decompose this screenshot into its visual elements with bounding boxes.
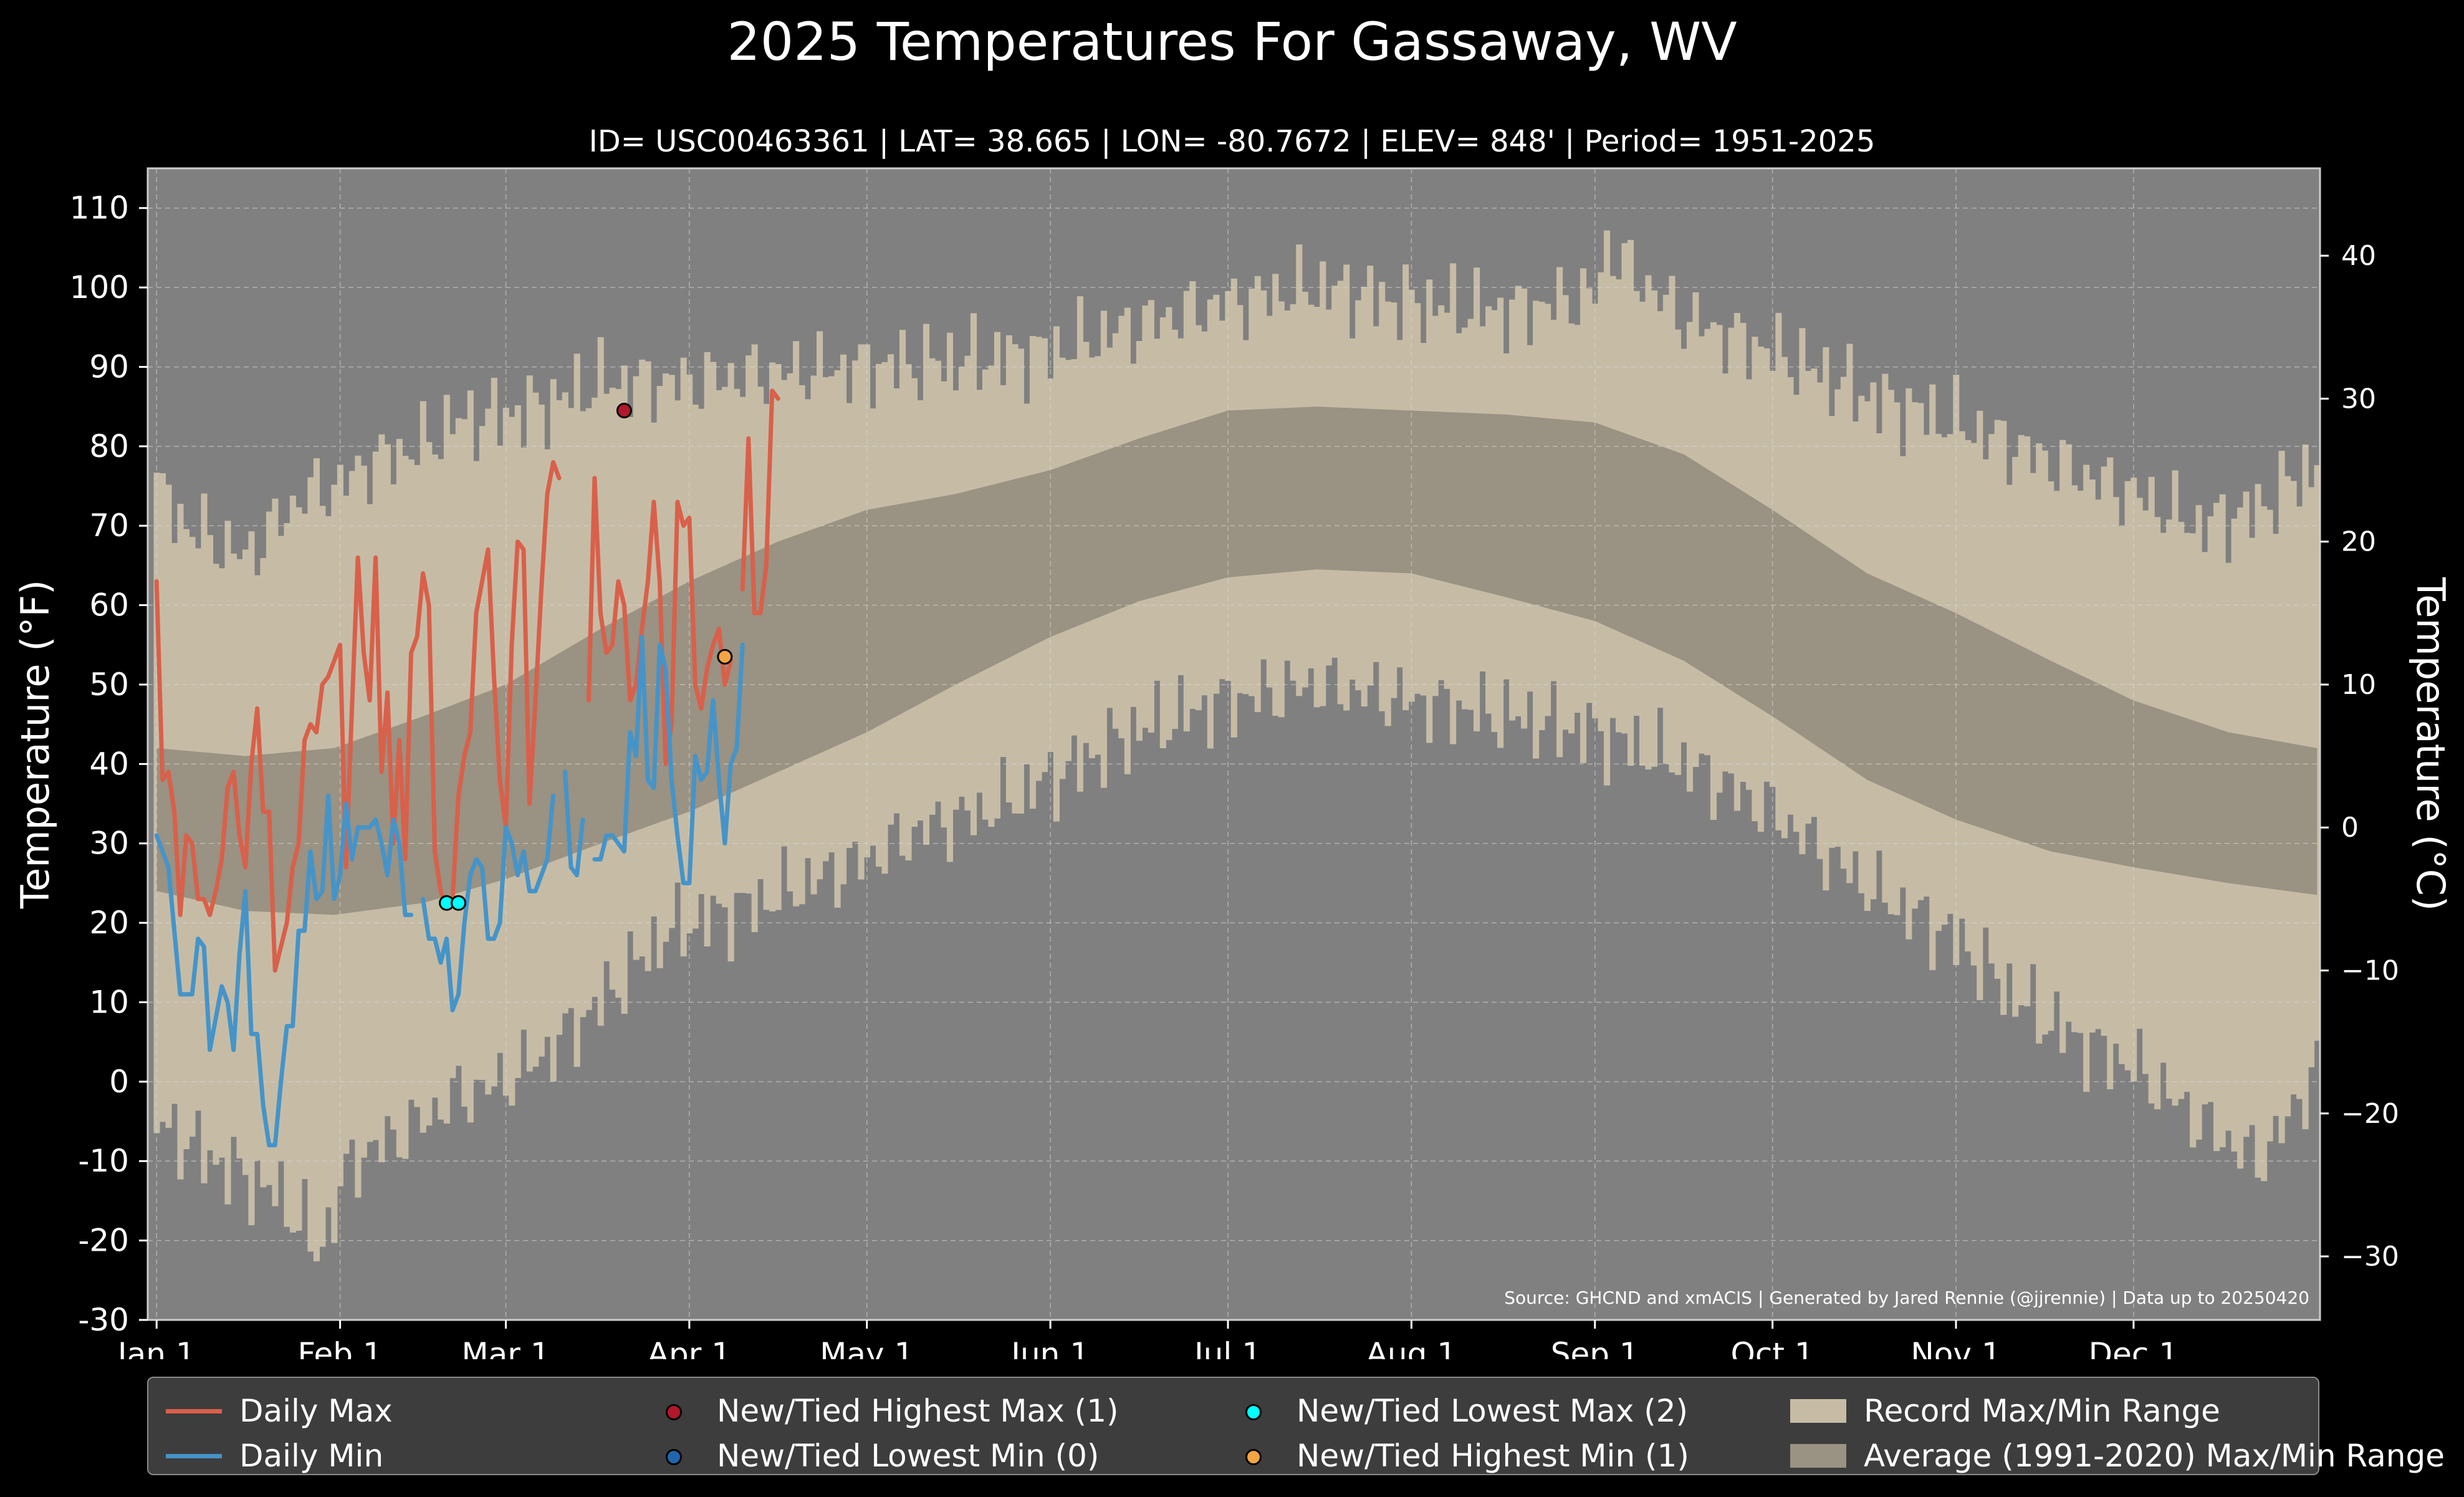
x-tick-label: Jul 1: [1192, 1336, 1262, 1359]
x-tick-label: May 1: [820, 1336, 914, 1359]
y-tick-label-left: 70: [89, 508, 129, 544]
y-tick-label-left: 0: [109, 1064, 129, 1100]
legend-label: Daily Min: [239, 1438, 384, 1474]
y-tick-label-left: -20: [78, 1223, 129, 1259]
legend-swatch-patch: [1790, 1399, 1846, 1423]
legend-label: Average (1991-2020) Max/Min Range: [1864, 1438, 2445, 1474]
legend-swatch: [635, 1389, 703, 1433]
y-tick-label-left: -30: [78, 1302, 129, 1338]
y-tick-label-right: 0: [2341, 812, 2359, 844]
chart-subtitle: ID= USC00463361 | LAT= 38.665 | LON= -80…: [588, 124, 1876, 159]
legend-swatch: [157, 1434, 226, 1478]
legend-swatch: [1781, 1389, 1850, 1433]
y-tick-label-right: 30: [2341, 383, 2376, 415]
y-tick-label-left: 60: [89, 587, 129, 623]
legend-item: New/Tied Highest Min (1): [1214, 1434, 1689, 1478]
y-tick-label-right: −20: [2341, 1098, 2399, 1130]
x-tick-label: Jan 1: [116, 1336, 196, 1359]
x-tick-label: Apr 1: [648, 1336, 731, 1359]
legend-item: Record Max/Min Range: [1781, 1389, 2220, 1433]
x-tick-label: Sep 1: [1551, 1336, 1639, 1359]
legend-swatch-dot: [1245, 1449, 1262, 1465]
legend-label: New/Tied Highest Min (1): [1297, 1438, 1689, 1474]
legend-swatch: [635, 1434, 703, 1478]
legend-label: Record Max/Min Range: [1864, 1393, 2220, 1429]
record-range-bar: [2314, 465, 2321, 1041]
y-tick-label-right: −10: [2341, 955, 2399, 987]
legend-label: New/Tied Highest Max (1): [717, 1393, 1119, 1429]
legend-label: Daily Max: [239, 1393, 393, 1429]
source-note: Source: GHCND and xmACIS | Generated by …: [1504, 1288, 2309, 1308]
y-tick-label-right: −30: [2341, 1241, 2399, 1273]
legend-swatch-dot: [1245, 1404, 1262, 1420]
y-tick-label-left: 30: [89, 826, 129, 862]
y-tick-label-right: 10: [2341, 669, 2376, 701]
legend-swatch-line: [166, 1409, 222, 1413]
y-tick-label-left: 20: [89, 905, 129, 941]
average-range-band-shape: [156, 407, 2318, 915]
y-tick-label-right: 20: [2341, 526, 2376, 558]
record-marker: [451, 895, 467, 911]
plot-frame: [146, 167, 2321, 1321]
x-tick-label: Feb 1: [298, 1336, 383, 1359]
x-tick-label: Nov 1: [1910, 1336, 2001, 1359]
y-axis-label-left: Temperature (°F): [12, 580, 58, 909]
y-tick-label-left: 50: [89, 667, 129, 703]
x-tick-label: Mar 1: [461, 1336, 550, 1359]
record-markers: [439, 403, 733, 911]
legend-item: New/Tied Lowest Max (2): [1214, 1389, 1688, 1433]
y-tick-label-left: 10: [89, 984, 129, 1020]
y-tick-label-left: 80: [89, 428, 129, 465]
legend-swatch: [157, 1389, 226, 1433]
legend-item: Daily Max: [157, 1389, 393, 1433]
y-tick-label-left: 40: [89, 746, 129, 782]
y-tick-label-left: -10: [78, 1143, 129, 1179]
legend-item: Average (1991-2020) Max/Min Range: [1781, 1434, 2445, 1478]
legend-item: Daily Min: [157, 1434, 383, 1478]
x-tick-label: Aug 1: [1366, 1336, 1457, 1359]
legend-swatch: [1214, 1389, 1283, 1433]
legend-label: New/Tied Lowest Max (2): [1297, 1393, 1689, 1429]
daily-max-line: [154, 388, 780, 973]
x-tick-label: Jun 1: [1009, 1336, 1090, 1359]
chart-title: 2025 Temperatures For Gassaway, WV: [727, 11, 1737, 72]
legend-swatch-patch: [1790, 1444, 1846, 1468]
temperature-chart: 1101009080706050403020100-10-20-30403020…: [12, 167, 2453, 1359]
y-tick-label-left: 90: [89, 349, 129, 385]
y-tick-label-right: 40: [2341, 240, 2376, 272]
legend: Daily Max Daily Min New/Tied Highest Max (…: [147, 1377, 2445, 1478]
y-axis-label-right: Temperature (°C): [2408, 577, 2453, 911]
axes: 1101009080706050403020100-10-20-30403020…: [12, 190, 2453, 1359]
record-marker: [616, 403, 632, 419]
legend-swatch-dot: [666, 1449, 682, 1465]
daily-series: [154, 388, 780, 1148]
x-tick-label: Oct 1: [1731, 1336, 1814, 1359]
record-marker: [717, 648, 733, 665]
y-tick-label-left: 110: [70, 190, 129, 226]
legend-swatch-dot: [666, 1404, 682, 1420]
legend-label: New/Tied Lowest Min (0): [717, 1438, 1100, 1474]
average-range-band: [156, 407, 2318, 915]
legend-swatch: [1781, 1434, 1850, 1478]
legend-item: New/Tied Lowest Min (0): [635, 1434, 1099, 1478]
legend-item: New/Tied Highest Max (1): [635, 1389, 1119, 1433]
legend-swatch-line: [166, 1454, 222, 1458]
daily-min-line: [154, 635, 745, 1148]
legend-swatch: [1214, 1434, 1283, 1478]
x-tick-label: Dec 1: [2089, 1336, 2179, 1359]
y-tick-label-left: 100: [70, 269, 129, 306]
